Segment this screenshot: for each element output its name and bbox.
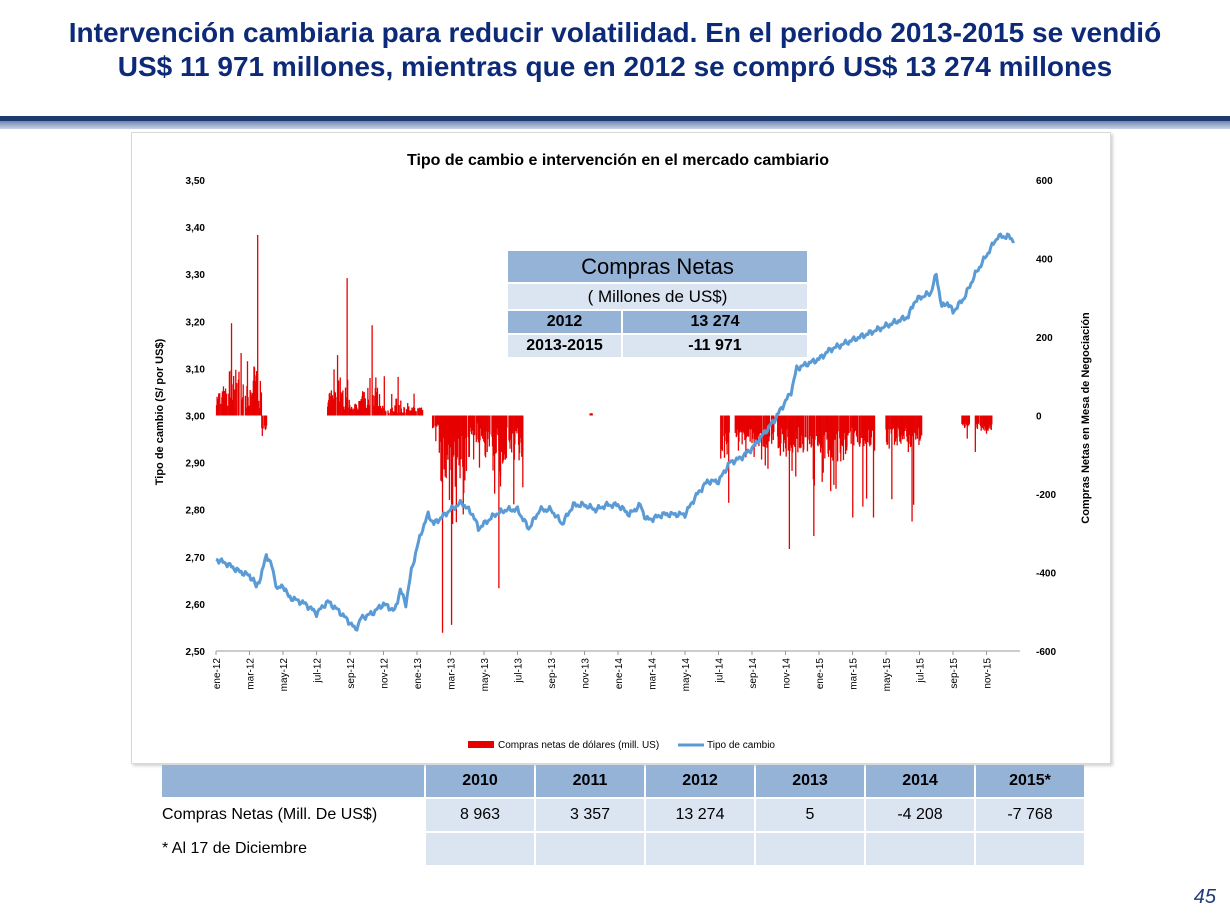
annual-row-label: Compras Netas (Mill. De US$) — [162, 799, 424, 831]
legend-bar-swatch — [468, 741, 494, 748]
left-tick-label: 3,00 — [186, 412, 206, 423]
annual-table-header-row: 2010 2011 2012 2013 2014 2015* — [162, 765, 1084, 797]
year-header: 2012 — [646, 765, 754, 797]
year-header: 2011 — [536, 765, 644, 797]
left-tick-label: 3,50 — [186, 176, 206, 187]
left-tick-label: 3,10 — [186, 364, 206, 375]
x-tick-label: may-12 — [279, 658, 290, 692]
right-axis-ticks: 600 400 200 0 -200 -400 -600 — [1036, 176, 1056, 658]
x-tick-label: ene-12 — [212, 658, 223, 690]
empty-cell — [866, 833, 974, 865]
annual-table-corner — [162, 765, 424, 797]
x-tick-label: ene-15 — [815, 658, 826, 690]
right-tick-label: 200 — [1036, 333, 1053, 344]
year-header: 2010 — [426, 765, 534, 797]
x-tick-label: sep-13 — [547, 658, 558, 689]
empty-cell — [976, 833, 1084, 865]
x-tick-label: nov-15 — [983, 658, 994, 689]
right-tick-label: 400 — [1036, 255, 1053, 266]
left-tick-label: 2,70 — [186, 553, 206, 564]
x-tick-label: may-14 — [681, 658, 692, 692]
chart-title: Tipo de cambio e intervención en el merc… — [407, 152, 829, 169]
empty-cell — [756, 833, 864, 865]
x-tick-label: may-13 — [480, 658, 491, 692]
annual-table-footnote-row: * Al 17 de Diciembre — [162, 833, 1084, 865]
year-header: 2014 — [866, 765, 974, 797]
net-purchases-bars — [215, 234, 993, 633]
x-tick-label: may-15 — [882, 658, 893, 692]
x-tick-label: nov-12 — [380, 658, 391, 689]
inset-row-2012-value: 13 274 — [623, 311, 807, 333]
annual-value: -4 208 — [866, 799, 974, 831]
right-tick-label: -400 — [1036, 569, 1056, 580]
empty-cell — [426, 833, 534, 865]
x-tick-label: nov-13 — [581, 658, 592, 689]
left-tick-label: 3,30 — [186, 270, 206, 281]
right-tick-label: 0 — [1036, 412, 1042, 423]
left-tick-label: 2,90 — [186, 459, 206, 470]
empty-cell — [646, 833, 754, 865]
x-tick-label: mar-13 — [447, 658, 458, 690]
slide-title-line-1: Intervención cambiaria para reducir vola… — [68, 17, 1162, 48]
annual-value: 13 274 — [646, 799, 754, 831]
annual-footnote: * Al 17 de Diciembre — [162, 833, 424, 865]
x-tick-label: mar-15 — [849, 658, 860, 690]
left-tick-label: 2,60 — [186, 600, 206, 611]
x-tick-label: jul-12 — [313, 658, 324, 684]
inset-subtitle: ( Millones de US$) — [508, 284, 807, 309]
chart-frame — [131, 132, 1111, 764]
left-axis-ticks: 3,50 3,40 3,30 3,20 3,10 3,00 2,90 2,80 2,70 2,60… — [186, 176, 206, 658]
page-number: 45 — [1193, 886, 1216, 908]
x-tick-label: jul-15 — [916, 658, 927, 684]
x-tick-label: jul-14 — [715, 658, 726, 684]
x-tick-label: sep-15 — [949, 658, 960, 689]
slide-title-line-2: US$ 11 971 millones, mientras que en 201… — [117, 51, 1113, 82]
right-tick-label: -600 — [1036, 647, 1056, 658]
x-tick-label: mar-12 — [246, 658, 257, 690]
x-tick-label: sep-14 — [748, 658, 759, 689]
x-tick-label: mar-14 — [648, 658, 659, 690]
empty-cell — [536, 833, 644, 865]
legend-bar-label: Compras netas de dólares (mill. US) — [498, 740, 659, 751]
x-tick-label: jul-13 — [514, 658, 525, 684]
exchange-rate-line — [215, 232, 1015, 632]
x-tick-label: nov-14 — [782, 658, 793, 689]
right-tick-label: 600 — [1036, 176, 1053, 187]
left-axis-label: Tipo de cambio (S/ por US$) — [154, 338, 166, 485]
net-purchases-inset-table: Compras Netas ( Millones de US$) 2012 13… — [508, 249, 807, 359]
inset-row-2013-2015-value: -11 971 — [623, 335, 807, 357]
slide-title: Intervención cambiaria para reducir vola… — [0, 16, 1230, 84]
x-tick-label: ene-14 — [614, 658, 625, 690]
annual-value: 5 — [756, 799, 864, 831]
x-tick-label: sep-12 — [346, 658, 357, 689]
year-header: 2013 — [756, 765, 864, 797]
header-rule-dark — [0, 116, 1230, 121]
x-axis-ticks: ene-12 mar-12 may-12 jul-12 sep-12 nov-12 ene-… — [212, 651, 994, 691]
left-tick-label: 2,50 — [186, 647, 206, 658]
annual-table-values-row: Compras Netas (Mill. De US$) 8 963 3 357… — [162, 799, 1084, 831]
inset-title: Compras Netas — [508, 251, 807, 282]
annual-value: 8 963 — [426, 799, 534, 831]
chart-legend: Compras netas de dólares (mill. US) Tipo… — [468, 740, 775, 751]
inset-row-2013-2015-label: 2013-2015 — [508, 335, 623, 357]
right-tick-label: -200 — [1036, 490, 1056, 501]
annual-net-purchases-table: 2010 2011 2012 2013 2014 2015* Compras N… — [160, 763, 1086, 867]
left-tick-label: 3,20 — [186, 317, 206, 328]
annual-value: 3 357 — [536, 799, 644, 831]
right-axis-label: Compras Netas en Mesa de Negociación — [1080, 312, 1092, 524]
legend-line-label: Tipo de cambio — [707, 740, 775, 751]
year-header: 2015* — [976, 765, 1084, 797]
annual-value: -7 768 — [976, 799, 1084, 831]
left-tick-label: 2,80 — [186, 506, 206, 517]
left-tick-label: 3,40 — [186, 223, 206, 234]
header-rule-gradient — [0, 121, 1230, 129]
inset-row-2012-label: 2012 — [508, 311, 623, 333]
x-tick-label: ene-13 — [413, 658, 424, 690]
